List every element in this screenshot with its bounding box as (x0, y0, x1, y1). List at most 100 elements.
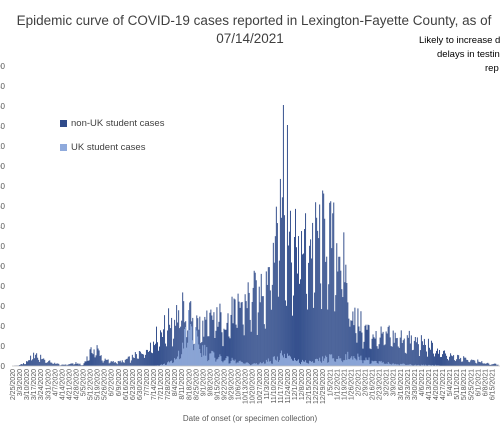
bar-non-uk (116, 364, 118, 366)
bar-non-uk (378, 344, 380, 366)
bar-uk (165, 364, 167, 366)
bar-uk (324, 358, 326, 366)
bar-non-uk (96, 345, 98, 366)
bar-non-uk (481, 361, 483, 366)
bar-uk (262, 361, 264, 366)
bar-non-uk (214, 338, 216, 366)
bar-uk (336, 358, 338, 366)
bar-non-uk (72, 363, 74, 366)
bar-non-uk (153, 341, 154, 366)
bar-non-uk (494, 363, 496, 366)
bar-non-uk (145, 349, 147, 366)
x-tick-label: 1/12/2021 (334, 369, 341, 400)
bar-non-uk (387, 326, 389, 366)
bar-non-uk (100, 355, 102, 366)
bar-non-uk (440, 357, 441, 366)
bar-uk (355, 359, 357, 366)
bar-non-uk (318, 238, 320, 366)
bar-uk (288, 355, 290, 366)
bar-non-uk (268, 267, 270, 366)
bar-uk (347, 351, 349, 366)
bar-non-uk (381, 333, 383, 366)
bar-uk (162, 364, 164, 366)
bar-non-uk (78, 364, 80, 366)
bar-uk (213, 352, 215, 366)
bar-uk (164, 363, 166, 366)
bar-non-uk (467, 360, 469, 366)
bar-uk (398, 365, 400, 366)
bar-non-uk (321, 309, 323, 366)
y-tick-label: 300 (0, 62, 6, 71)
bar-uk (170, 361, 172, 366)
bar-uk (281, 355, 283, 366)
x-tick-label: 7/14/2020 (151, 369, 158, 400)
bar-non-uk (74, 364, 76, 366)
bar-non-uk (161, 332, 163, 366)
bar-uk (303, 361, 305, 366)
x-tick-label: 3/16/2021 (398, 369, 405, 400)
bar-uk (326, 356, 328, 366)
bar-uk (395, 364, 397, 366)
bar-non-uk (201, 341, 203, 366)
bar-non-uk (43, 358, 45, 366)
bar-uk (189, 330, 191, 366)
bar-uk (370, 363, 372, 366)
bar-non-uk (356, 342, 358, 366)
bar-non-uk (469, 362, 471, 366)
bar-non-uk (32, 359, 34, 366)
x-tick-label: 12/8/2020 (299, 369, 306, 400)
bar-non-uk (83, 363, 85, 366)
bar-uk (182, 342, 184, 366)
bar-uk (284, 358, 286, 366)
bar-uk (401, 363, 403, 366)
bar-non-uk (93, 349, 95, 366)
bar-uk (207, 361, 209, 366)
bar-non-uk (349, 326, 351, 366)
x-tick-label: 8/25/2020 (193, 369, 200, 400)
bar-non-uk (370, 349, 372, 366)
bar-non-uk (162, 337, 164, 366)
bar-non-uk (495, 363, 497, 366)
bar-non-uk (366, 329, 368, 366)
bar-uk (435, 364, 436, 366)
bar-uk (422, 364, 424, 366)
bar-uk (241, 361, 243, 366)
bar-non-uk (444, 350, 446, 366)
bar-uk (381, 362, 383, 366)
bar-uk (253, 363, 255, 366)
bar-uk (400, 364, 402, 366)
bar-non-uk (275, 206, 277, 366)
bar-non-uk (441, 356, 442, 366)
bar-non-uk (497, 364, 499, 366)
bar-non-uk (31, 360, 33, 366)
bar-non-uk (360, 311, 362, 366)
x-tick-label: 6/30/2020 (137, 369, 144, 400)
bar-uk (424, 364, 426, 366)
bar-uk (254, 363, 256, 366)
bar-non-uk (382, 331, 384, 366)
x-tick-label: 8/11/2020 (179, 369, 186, 400)
bar-uk (223, 360, 225, 366)
bar-non-uk (27, 361, 29, 366)
bar-non-uk (329, 202, 331, 366)
bar-non-uk (443, 350, 445, 366)
bar-non-uk (417, 344, 419, 366)
bar-uk (322, 356, 324, 366)
bar-non-uk (431, 342, 433, 366)
annotation-line-3: rep (485, 63, 499, 74)
bar-uk (366, 359, 368, 366)
bar-uk (273, 356, 275, 366)
bar-uk (384, 363, 386, 366)
bar-non-uk (132, 357, 134, 366)
bar-uk (238, 361, 240, 366)
bar-non-uk (57, 363, 59, 366)
bar-non-uk (21, 364, 23, 366)
bar-non-uk (247, 282, 249, 366)
bar-non-uk (164, 315, 166, 366)
bar-uk (318, 361, 320, 366)
bar-non-uk (478, 361, 480, 366)
bar-non-uk (90, 347, 92, 366)
bar-uk (236, 362, 238, 366)
bar-non-uk (118, 361, 120, 366)
bar-uk (414, 364, 416, 366)
